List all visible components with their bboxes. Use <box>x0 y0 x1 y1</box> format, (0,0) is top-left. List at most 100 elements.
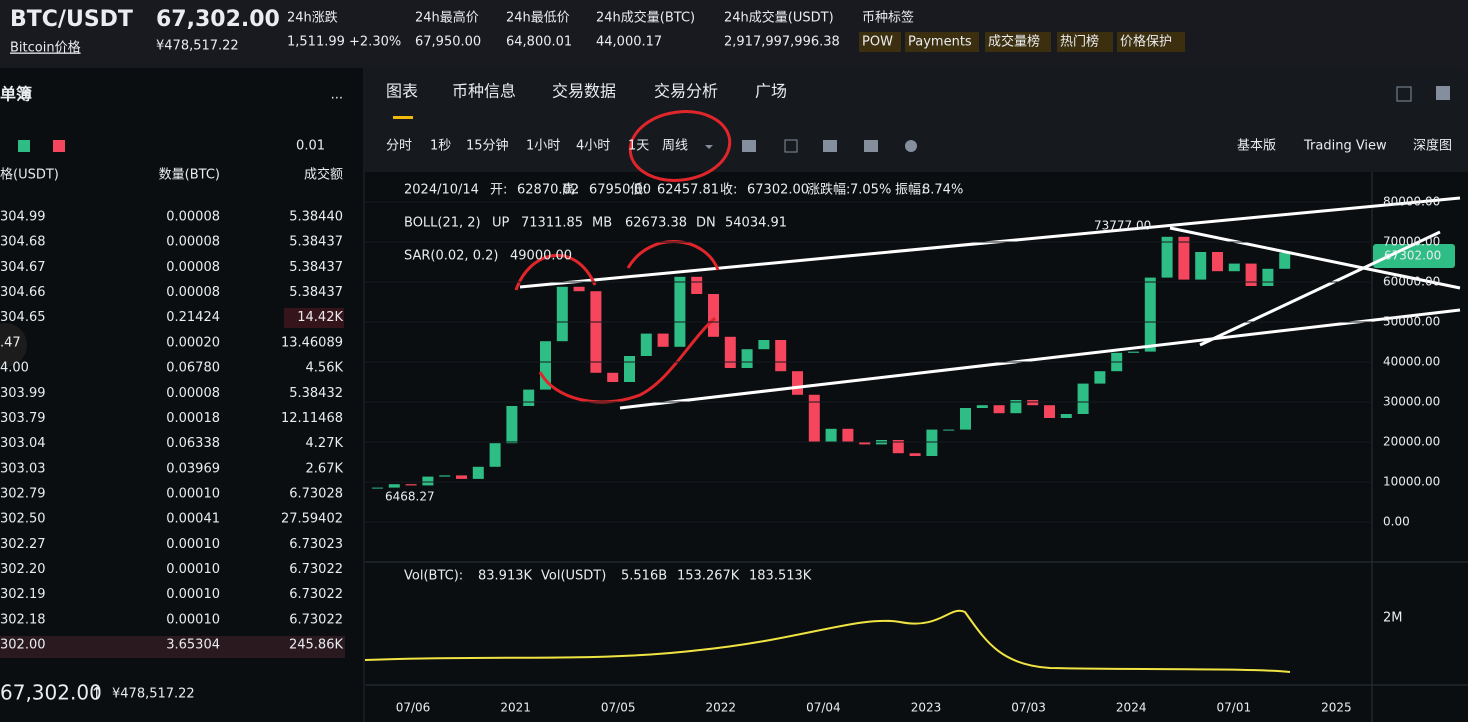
orderbook-bg <box>0 68 363 722</box>
tag[interactable]: 热门榜 <box>1060 34 1099 50</box>
x-tick-label: 07/06 <box>396 701 431 715</box>
tag[interactable]: POW <box>862 35 893 50</box>
ask-total: 6.73023 <box>289 537 343 552</box>
col-header: 成交额 <box>304 167 343 183</box>
candle <box>741 349 753 368</box>
tag[interactable]: Payments <box>908 35 972 50</box>
x-tick-label: 2023 <box>911 701 942 715</box>
ask-price: 302.79 <box>0 486 46 501</box>
volume-label: Vol(USDT) <box>541 569 606 584</box>
last-price-cny: ¥478,517.22 <box>112 687 195 702</box>
candle <box>1010 400 1022 414</box>
boll-item-value: 71311.85 <box>521 216 583 231</box>
ask-total: 5.38437 <box>289 235 343 250</box>
tab-underline <box>393 116 413 119</box>
view-toggle[interactable]: 基本版 <box>1237 139 1276 154</box>
boll-item-value: 54034.91 <box>725 216 787 231</box>
chart-tab[interactable]: 交易数据 <box>552 82 616 101</box>
candle <box>1128 351 1139 353</box>
tag[interactable]: 成交量榜 <box>988 34 1040 50</box>
ask-total: 6.73022 <box>289 612 343 627</box>
col-header: 格(USDT) <box>0 167 59 183</box>
stat-label: 24h最高价 <box>415 10 479 26</box>
ask-total: 5.38437 <box>289 260 343 275</box>
sar-value: 49000.00 <box>510 249 572 264</box>
ask-price: 302.19 <box>0 587 46 602</box>
candle <box>960 408 971 430</box>
ask-qty: 0.00010 <box>166 562 220 577</box>
precision-select[interactable]: 0.01 <box>296 139 325 154</box>
interval[interactable]: 15分钟 <box>466 138 509 154</box>
candle <box>1195 252 1207 280</box>
ask-qty: 0.00008 <box>166 260 220 275</box>
candle <box>1044 405 1055 418</box>
ask-qty: 0.03969 <box>166 461 220 476</box>
ask-price: 302.50 <box>0 512 46 527</box>
candle <box>1178 236 1190 280</box>
chart-tab[interactable]: 图表 <box>386 82 418 101</box>
more-button[interactable]: ... <box>331 88 343 103</box>
ask-price: .47 <box>0 335 21 350</box>
ask-qty: 0.00008 <box>166 386 220 401</box>
candle <box>624 356 635 382</box>
tag-label: 币种标签 <box>862 10 914 26</box>
candle <box>388 484 400 488</box>
candle <box>691 276 703 294</box>
info-date: 2024/10/14 <box>404 183 479 198</box>
info-value: 67302.00 <box>747 183 809 198</box>
x-tick-label: 2022 <box>706 701 737 715</box>
candle <box>405 484 417 486</box>
tag[interactable]: 价格保护 <box>1120 34 1172 50</box>
last-price-tag <box>1373 244 1455 268</box>
ask-price: 303.03 <box>0 461 46 476</box>
y-tick-label: 0.00 <box>1383 515 1410 529</box>
candle <box>439 475 451 477</box>
chart-tab[interactable]: 广场 <box>755 82 787 101</box>
ask-total: 4.56K <box>306 361 344 376</box>
ask-qty: 0.00018 <box>166 411 220 426</box>
ask-total: 6.73022 <box>289 562 343 577</box>
ask-qty: 3.65304 <box>166 638 220 653</box>
view-toggle[interactable]: Trading View <box>1303 139 1387 154</box>
row-highlight <box>0 636 345 658</box>
ask-price: 304.99 <box>0 210 46 225</box>
volume-label: 5.516B <box>621 569 667 584</box>
stat-label: 24h成交量(USDT) <box>724 10 834 26</box>
info-value: 8.74% <box>922 183 963 198</box>
interval[interactable]: 1天 <box>628 139 649 154</box>
ask-qty: 0.06780 <box>166 361 220 376</box>
candle <box>674 276 686 347</box>
ask-price: 302.18 <box>0 612 46 627</box>
interval[interactable]: 1小时 <box>526 139 560 154</box>
volume-label: Vol(BTC): <box>404 569 463 584</box>
interval[interactable]: 4小时 <box>576 139 610 154</box>
x-tick-label: 2021 <box>500 701 531 715</box>
info-label: 振幅: <box>895 183 925 198</box>
candle <box>372 487 383 489</box>
y-tick-label: 20000.00 <box>1383 435 1440 449</box>
last-price: 67,302.00 <box>0 681 102 705</box>
sar-label: SAR(0.02, 0.2) <box>404 249 498 264</box>
interval[interactable]: 1秒 <box>430 139 451 154</box>
caret <box>705 145 713 149</box>
candle <box>640 333 652 356</box>
candle <box>808 394 820 443</box>
view-toggle[interactable]: 深度图 <box>1413 138 1452 154</box>
chart-tab[interactable]: 交易分析 <box>654 82 718 101</box>
candle <box>926 429 938 456</box>
ask-qty: 0.00008 <box>166 210 220 225</box>
ask-total: 14.42K <box>297 310 343 325</box>
x-tick-label: 07/03 <box>1011 701 1046 715</box>
ask-qty: 0.06338 <box>166 436 220 451</box>
y-tick-label: 40000.00 <box>1383 355 1440 369</box>
candle <box>775 340 787 372</box>
name-link[interactable]: Bitcoin价格 <box>10 40 81 56</box>
interval[interactable]: 分时 <box>386 139 412 154</box>
ask-total: 2.67K <box>306 461 344 476</box>
tag-bg <box>859 32 901 52</box>
candle <box>859 442 871 445</box>
chart-tab[interactable]: 币种信息 <box>452 82 516 101</box>
high-marker: 73777.00 <box>1094 219 1151 233</box>
interval[interactable]: 周线 <box>662 139 688 154</box>
info-label: 低: <box>630 183 647 198</box>
